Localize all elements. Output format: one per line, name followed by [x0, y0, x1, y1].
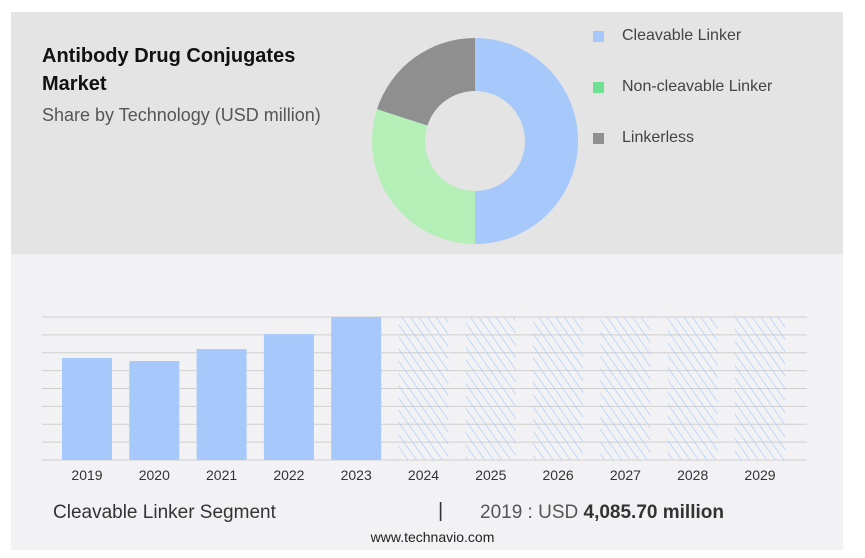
- forecast-bar-2026: [533, 317, 584, 460]
- x-tick-label: 2022: [273, 467, 304, 483]
- forecast-bar-2027: [600, 317, 651, 460]
- forecast-bar-2028: [667, 317, 718, 460]
- bar-2020: [129, 361, 180, 460]
- donut-slice-cleavable-linker: [475, 38, 578, 244]
- x-tick-label: 2029: [744, 467, 775, 483]
- legend-item-cleavable: Cleavable Linker: [593, 27, 741, 45]
- x-tick-label: 2026: [543, 467, 574, 483]
- donut-slice-non-cleavable-linker: [371, 109, 475, 244]
- chart-subtitle: Share by Technology (USD million): [42, 105, 321, 125]
- legend-label: Linkerless: [622, 129, 695, 146]
- forecast-bar-2024: [398, 317, 449, 460]
- x-tick-label: 2024: [408, 467, 439, 483]
- x-tick-label: 2027: [610, 467, 641, 483]
- bar-2022: [263, 334, 314, 460]
- separator: |: [438, 500, 444, 522]
- source-url: www.technavio.com: [370, 529, 495, 545]
- bar-2023: [331, 317, 382, 460]
- legend-swatch: [593, 132, 604, 144]
- value-prefix: 2019 : USD: [480, 502, 579, 523]
- legend-item-linkerless: Linkerless: [593, 129, 694, 147]
- x-tick-label: 2023: [341, 467, 372, 483]
- legend-swatch: [593, 81, 604, 93]
- x-tick-label: 2020: [139, 467, 170, 483]
- segment-label: Cleavable Linker Segment: [53, 502, 276, 523]
- x-tick-label: 2028: [677, 467, 708, 483]
- segment-value: 2019 : USD 4,085.70 million: [480, 502, 724, 524]
- legend-label: Non-cleavable Linker: [622, 78, 773, 95]
- legend-label: Cleavable Linker: [622, 27, 742, 44]
- bar-2021: [196, 349, 247, 460]
- donut-slice-linkerless: [377, 38, 475, 126]
- legend-swatch: [593, 30, 604, 42]
- bar-2019: [62, 358, 112, 460]
- x-tick-label: 2021: [206, 467, 237, 483]
- x-tick-label: 2025: [475, 467, 506, 483]
- forecast-bar-2029: [735, 317, 785, 460]
- forecast-bar-2025: [465, 317, 516, 460]
- x-tick-label: 2019: [71, 467, 102, 483]
- legend-item-non-cleavable: Non-cleavable Linker: [593, 78, 772, 96]
- chart-title: Antibody Drug Conjugates Market: [42, 45, 296, 95]
- value-amount: 4,085.70 million: [583, 502, 724, 523]
